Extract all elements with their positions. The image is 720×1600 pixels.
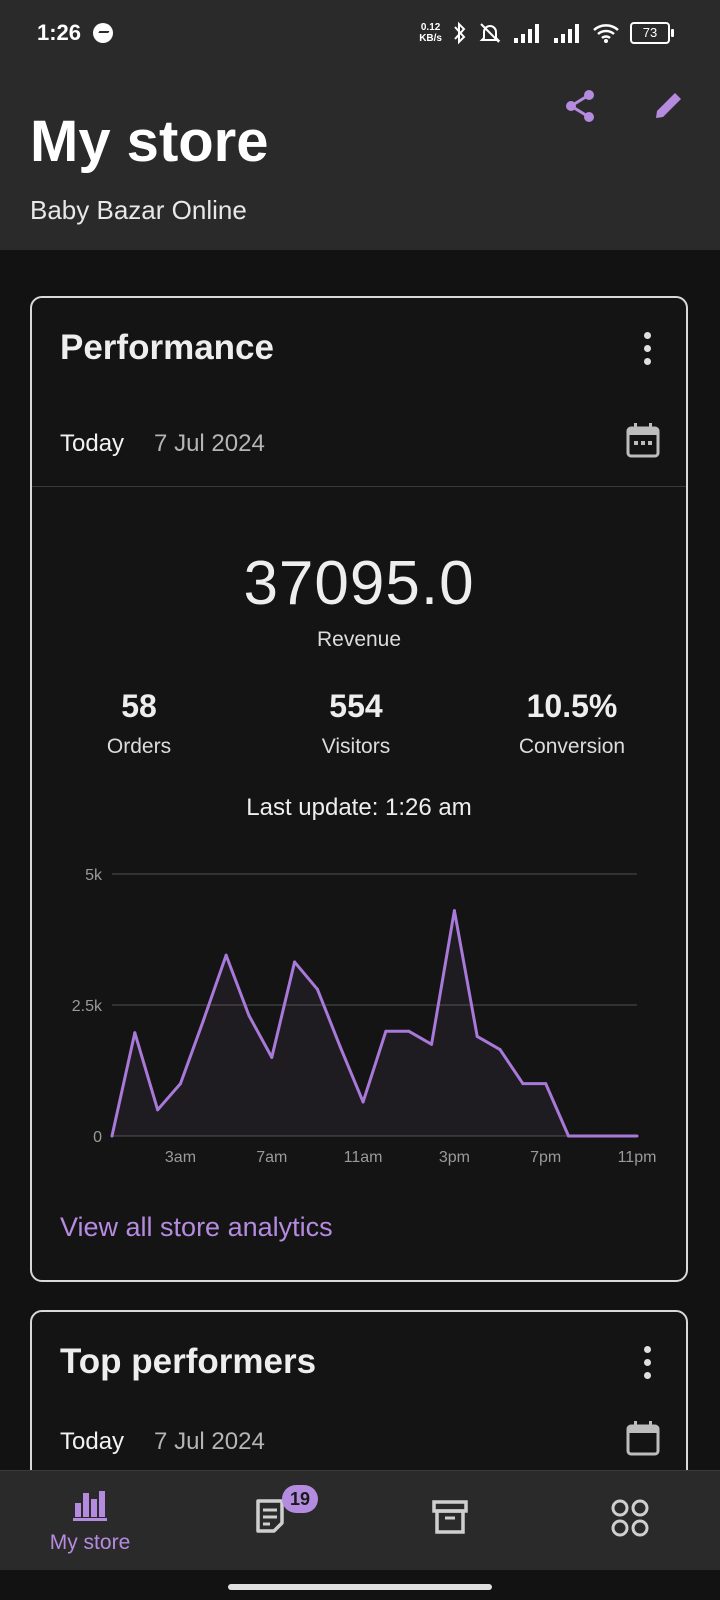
menu-grid-icon [611,1499,649,1537]
revenue-value: 37095.0 [243,549,475,618]
top-performers-title: Top performers [60,1342,317,1381]
data-point [635,1134,639,1138]
date-value: 7 Jul 2024 [154,430,265,457]
status-icons: 0.12 KB/s 73 [419,18,674,48]
top-performers-more-icon[interactable] [644,1346,652,1380]
calendar-icon[interactable] [626,422,660,458]
data-point [361,1100,365,1104]
data-point [452,909,456,913]
data-point [315,987,319,991]
network-speed-unit: KB/s [419,33,442,44]
top-performers-date-row: Today 7 Jul 2024 [60,1428,265,1456]
stat-value: 58 [121,688,157,724]
view-all-analytics-link[interactable]: View all store analytics [60,1212,333,1242]
date-label: Today [60,430,125,457]
gesture-bar[interactable] [228,1584,492,1590]
performance-date-row: Today 7 Jul 2024 [60,430,265,458]
nav-menu[interactable] [540,1471,720,1571]
y-tick-label: 5k [85,867,103,884]
status-bar: 1:26 0.12 KB/s 73 [0,0,720,68]
revenue-chart: 0 2.5k 5k 3am 7am 11am 3pm 7pm 11pm [72,867,657,1166]
data-point [270,1055,274,1059]
data-point [430,1042,434,1046]
revenue-label: Revenue [316,628,402,651]
share-icon[interactable] [560,86,600,126]
performance-more-icon[interactable] [644,332,652,366]
bluetooth-icon [454,21,466,45]
orders-icon [256,1499,284,1533]
y-tick-label: 2.5k [72,998,103,1015]
revenue-line [110,909,637,1138]
last-update: Last update: 1:26 am [246,794,472,821]
data-point [110,1134,114,1138]
stat-label: Orders [106,735,172,758]
x-tick-label: 7pm [530,1149,561,1166]
network-speed: 0.12 KB/s [419,22,442,44]
top-performers-card: Top performers Today 7 Jul 2024 [30,1310,688,1490]
date-label: Today [60,1428,125,1455]
data-point [247,1013,251,1017]
store-name: Baby Bazar Online [30,195,247,225]
nav-orders[interactable]: 19 [180,1471,360,1571]
data-point [384,1029,388,1033]
performance-title: Performance [60,328,274,367]
data-point [178,1082,182,1086]
battery-indicator: 73 [630,22,674,44]
stat-orders[interactable]: 58 Orders [39,688,239,759]
data-point [293,960,297,964]
status-time: 1:26 [37,20,82,45]
area-fill [112,910,637,1136]
performance-card: Performance Today 7 Jul 2024 37095.0 Rev… [30,296,688,1282]
x-tick-label: 11pm [618,1149,657,1166]
data-point [475,1034,479,1038]
network-speed-value: 0.12 [420,22,441,33]
edit-icon[interactable] [648,86,688,126]
stat-value: 10.5% [526,688,618,724]
y-tick-label: 0 [93,1129,102,1146]
page-title: My store [30,109,269,174]
signal-icon [514,24,539,43]
stat-label: Conversion [518,735,626,758]
data-point [407,1029,411,1033]
data-point [224,953,228,957]
date-value: 7 Jul 2024 [154,1428,265,1455]
data-point [521,1082,525,1086]
data-point [338,1045,342,1049]
data-point [498,1048,502,1052]
data-point [544,1082,548,1086]
data-point [156,1108,160,1112]
messenger-icon [93,23,113,43]
signal-icon-2 [554,24,579,43]
calendar-icon[interactable] [626,1420,660,1456]
products-box-icon [432,1500,468,1534]
data-point [567,1134,571,1138]
stat-label: Visitors [321,735,391,758]
app-header: My store Baby Bazar Online [0,68,720,250]
bar-chart-icon [73,1491,107,1521]
x-tick-label: 3pm [439,1149,470,1166]
x-tick-label: 3am [165,1149,196,1166]
nav-products[interactable] [360,1471,540,1571]
stat-visitors[interactable]: 554 Visitors [256,688,456,759]
stat-conversion[interactable]: 10.5% Conversion [472,688,672,759]
divider [32,486,686,487]
stat-value: 554 [329,688,383,724]
x-tick-label: 11am [344,1149,383,1166]
bottom-navigation: My store 19 [0,1470,720,1571]
orders-badge: 19 [282,1485,318,1513]
data-point [201,1019,205,1023]
nav-label: My store [49,1531,131,1554]
x-tick-label: 7am [256,1149,287,1166]
bell-muted-icon [479,23,501,43]
data-point [589,1134,593,1138]
data-point [612,1134,616,1138]
data-point [133,1031,137,1035]
nav-my-store[interactable]: My store [0,1471,180,1571]
wifi-icon [593,24,619,43]
